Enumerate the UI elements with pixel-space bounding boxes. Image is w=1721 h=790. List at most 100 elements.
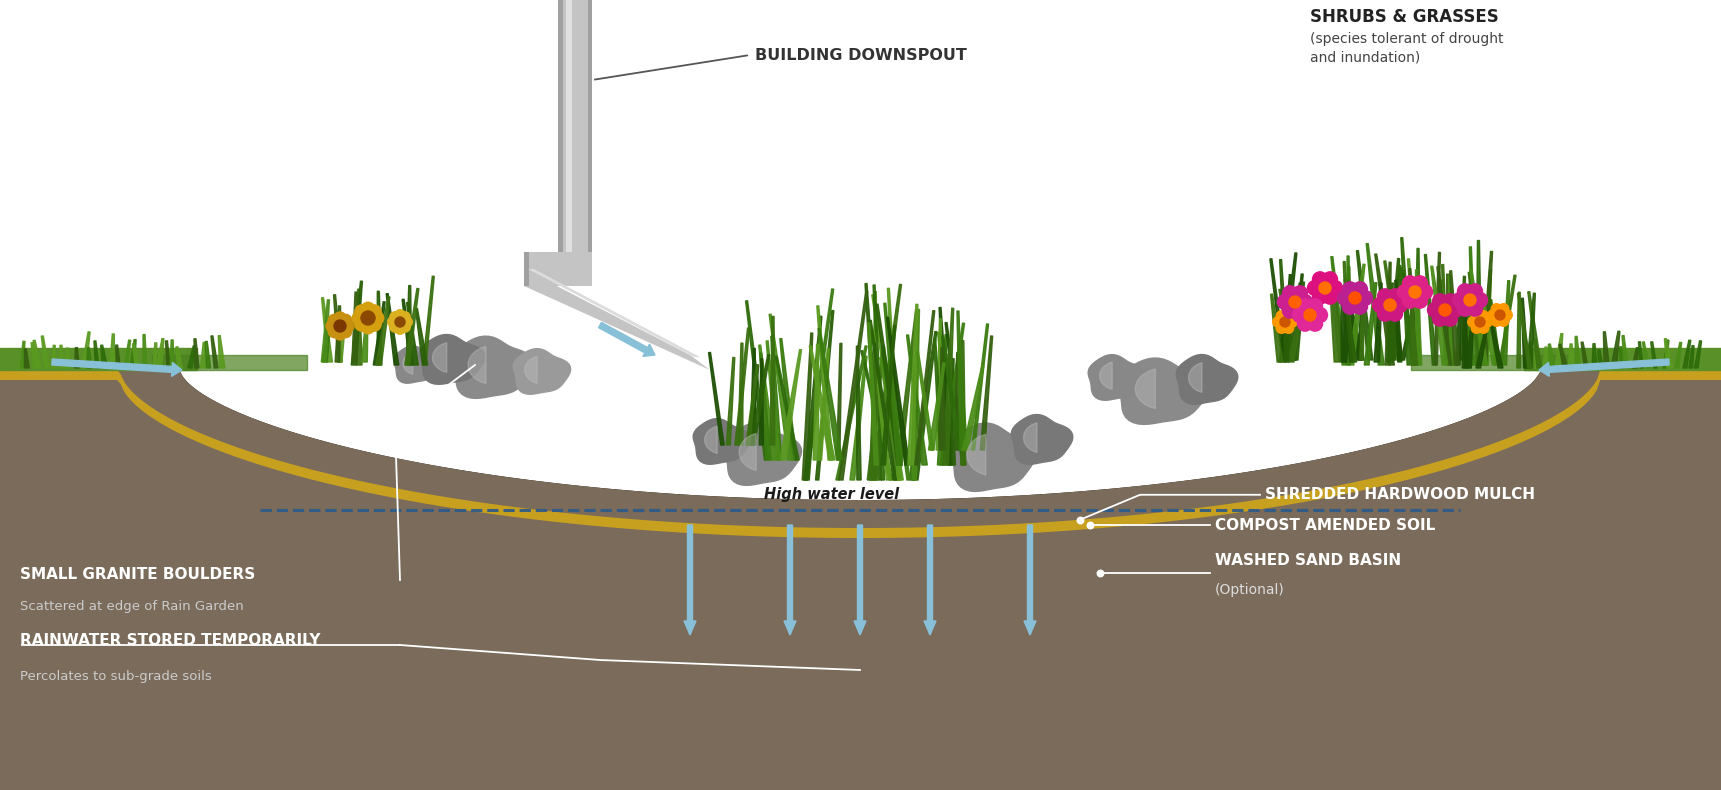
Circle shape [334, 328, 346, 340]
Polygon shape [1662, 340, 1669, 368]
Polygon shape [838, 292, 867, 480]
Polygon shape [750, 355, 769, 445]
Polygon shape [1284, 283, 1301, 360]
Polygon shape [1189, 363, 1201, 393]
Polygon shape [857, 346, 860, 480]
Polygon shape [406, 285, 411, 365]
Circle shape [1471, 310, 1482, 322]
Circle shape [1284, 323, 1294, 333]
Polygon shape [0, 370, 1721, 540]
Circle shape [1349, 292, 1361, 304]
Polygon shape [935, 340, 943, 450]
Polygon shape [1373, 283, 1382, 362]
Polygon shape [188, 346, 194, 368]
Circle shape [1442, 294, 1458, 309]
Polygon shape [780, 339, 797, 460]
Polygon shape [394, 346, 439, 383]
Polygon shape [962, 366, 984, 450]
Polygon shape [1688, 345, 1693, 368]
Polygon shape [817, 349, 830, 460]
Polygon shape [406, 303, 418, 365]
Polygon shape [1287, 303, 1303, 362]
Polygon shape [948, 359, 953, 465]
Polygon shape [373, 302, 386, 365]
Circle shape [1465, 294, 1477, 306]
Circle shape [1397, 284, 1413, 299]
Circle shape [370, 311, 384, 325]
Circle shape [1284, 310, 1294, 322]
Circle shape [1353, 282, 1368, 297]
Polygon shape [1549, 344, 1556, 368]
Polygon shape [771, 337, 781, 460]
Text: COMPOST AMENDED SOIL: COMPOST AMENDED SOIL [1215, 517, 1435, 532]
Polygon shape [176, 347, 182, 368]
Polygon shape [1642, 342, 1649, 368]
Polygon shape [1100, 362, 1112, 389]
Polygon shape [907, 335, 928, 465]
Polygon shape [910, 329, 919, 480]
Circle shape [1413, 293, 1427, 308]
Polygon shape [451, 337, 534, 398]
Polygon shape [1463, 289, 1466, 368]
Polygon shape [194, 339, 200, 368]
Polygon shape [1468, 284, 1473, 365]
Polygon shape [157, 339, 163, 368]
Text: (species tolerant of drought: (species tolerant of drought [1310, 32, 1504, 46]
Polygon shape [1012, 415, 1072, 465]
Text: and inundation): and inundation) [1310, 50, 1420, 64]
Polygon shape [804, 316, 823, 480]
Polygon shape [24, 349, 29, 368]
Polygon shape [334, 295, 342, 362]
Polygon shape [1117, 358, 1210, 424]
Circle shape [325, 320, 337, 332]
Point [1076, 519, 1103, 532]
Circle shape [1478, 310, 1489, 322]
Polygon shape [1279, 308, 1294, 362]
Polygon shape [1401, 238, 1413, 365]
Polygon shape [1592, 344, 1597, 368]
Circle shape [1292, 307, 1308, 322]
Polygon shape [1477, 240, 1482, 365]
Polygon shape [1330, 257, 1346, 365]
Polygon shape [1399, 265, 1416, 365]
Polygon shape [883, 346, 898, 480]
Polygon shape [1279, 289, 1296, 360]
Circle shape [1468, 301, 1482, 316]
Circle shape [329, 314, 341, 326]
Circle shape [1289, 296, 1301, 308]
Polygon shape [1449, 276, 1454, 365]
Circle shape [334, 320, 346, 332]
Polygon shape [523, 269, 711, 370]
Polygon shape [1430, 266, 1447, 365]
Polygon shape [1348, 265, 1365, 365]
Circle shape [1377, 289, 1392, 304]
Circle shape [1313, 307, 1327, 322]
Polygon shape [869, 343, 876, 480]
Circle shape [1277, 310, 1287, 322]
Circle shape [1403, 276, 1418, 291]
Polygon shape [804, 289, 833, 480]
Polygon shape [525, 356, 537, 383]
Polygon shape [1346, 256, 1351, 365]
Polygon shape [960, 340, 965, 465]
Polygon shape [52, 345, 55, 368]
Circle shape [1478, 323, 1489, 333]
Polygon shape [873, 292, 878, 480]
Circle shape [401, 317, 413, 327]
Circle shape [1447, 303, 1463, 318]
Polygon shape [1466, 314, 1475, 368]
Polygon shape [1292, 282, 1305, 360]
Polygon shape [1468, 273, 1482, 365]
Polygon shape [981, 336, 993, 450]
Polygon shape [1437, 267, 1453, 365]
Polygon shape [938, 334, 947, 465]
Polygon shape [403, 299, 413, 365]
Polygon shape [1675, 343, 1681, 368]
Circle shape [1298, 299, 1313, 314]
Polygon shape [1459, 276, 1466, 360]
Polygon shape [1384, 261, 1401, 360]
Polygon shape [704, 426, 718, 453]
Polygon shape [1470, 247, 1477, 365]
Circle shape [1282, 303, 1298, 318]
Polygon shape [1465, 308, 1468, 368]
